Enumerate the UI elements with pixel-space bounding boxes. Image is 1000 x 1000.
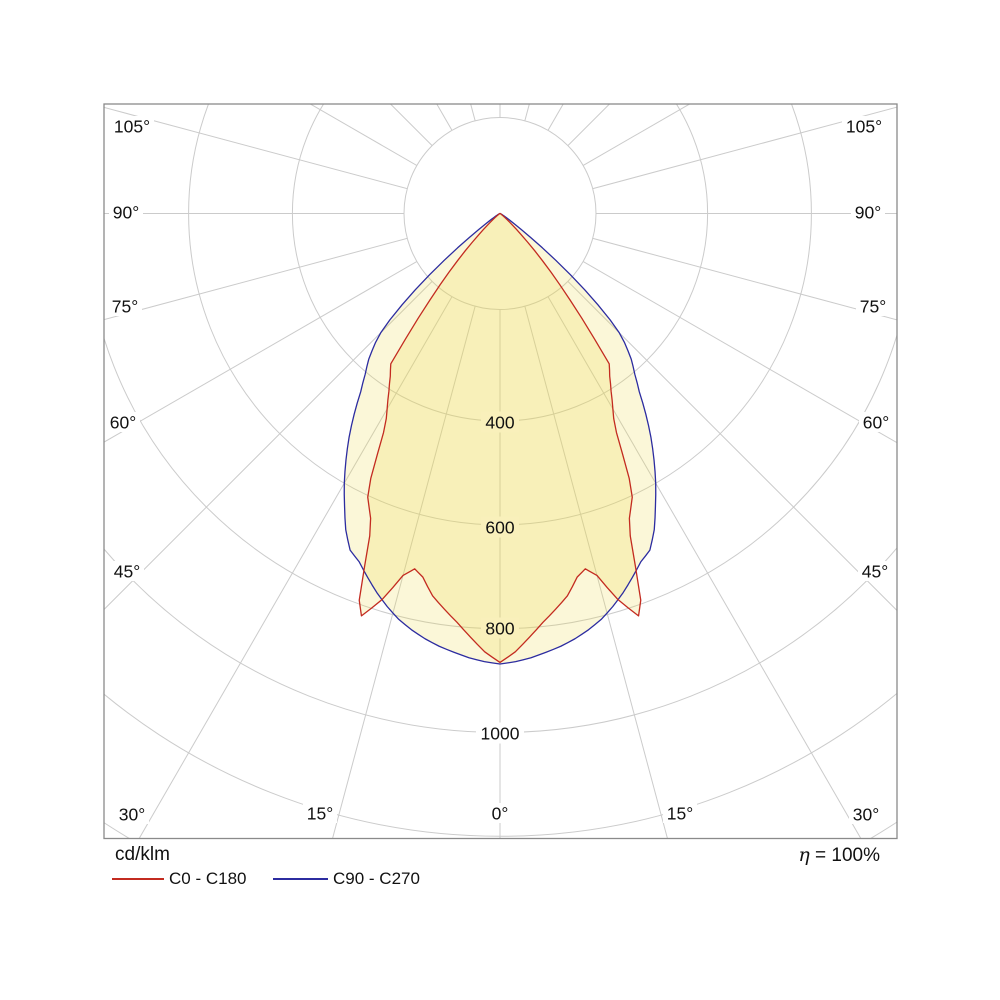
unit-label: cd/klm — [115, 844, 170, 865]
grid-ray — [104, 213, 501, 321]
angle-label-105°: 105° — [846, 116, 882, 136]
radial-label-600: 600 — [485, 517, 514, 537]
angle-label-0°: 0° — [492, 803, 509, 823]
c90-curve — [343, 212, 657, 665]
angle-label-90°: 90° — [855, 202, 881, 222]
angle-label-bg — [856, 296, 890, 316]
grid-ray — [499, 213, 897, 321]
angle-label-bg — [110, 116, 154, 136]
angle-label-bg — [106, 412, 140, 432]
radial-label-bg — [481, 516, 519, 538]
c0-fill — [359, 213, 641, 663]
grid-ray — [104, 213, 501, 443]
grid-ring-1200 — [104, 692, 897, 837]
angle-label-75°: 75° — [112, 296, 138, 316]
angle-label-bg — [849, 804, 883, 824]
angle-label-bg — [663, 803, 697, 823]
efficiency-value: = 100% — [809, 845, 880, 866]
angle-label-45°: 45° — [862, 561, 888, 581]
grid-ray — [309, 104, 501, 214]
grid-ray — [499, 104, 691, 214]
angle-label-bg — [858, 561, 892, 581]
radial-label-bg — [481, 617, 519, 639]
grid-ray — [499, 213, 897, 444]
radial-label-400: 400 — [485, 412, 514, 432]
angle-label-bg — [303, 803, 337, 823]
angle-label-bg — [488, 803, 512, 823]
grid-ray — [104, 106, 501, 214]
legend-line-c90 — [273, 878, 328, 880]
radial-label-bg — [481, 411, 519, 433]
angle-label-90°: 90° — [113, 202, 139, 222]
radial-label-bg — [476, 722, 524, 744]
angle-label-75°: 75° — [860, 296, 886, 316]
angle-label-bg — [115, 804, 149, 824]
grid-ray — [332, 213, 501, 839]
legend-label-c0: C0 - C180 — [169, 869, 247, 888]
grid-ray — [499, 213, 862, 839]
c90-fill — [344, 213, 656, 664]
efficiency-label: η = 100% — [0, 844, 880, 867]
angle-label-bg — [859, 412, 893, 432]
angle-label-bg — [110, 561, 144, 581]
angle-label-60°: 60° — [110, 412, 136, 432]
grid-ray — [499, 213, 668, 839]
angle-label-15°: 15° — [667, 803, 693, 823]
plot-frame — [103, 103, 898, 840]
angle-label-60°: 60° — [863, 412, 889, 432]
grid-ray — [104, 213, 501, 611]
angle-label-45°: 45° — [114, 561, 140, 581]
angle-label-bg — [842, 116, 886, 136]
c0-curve — [358, 212, 642, 664]
grid-ray — [138, 213, 501, 839]
radial-label-1000: 1000 — [481, 723, 520, 743]
angle-label-30°: 30° — [853, 804, 879, 824]
grid-ray — [499, 213, 897, 612]
angle-label-bg — [109, 202, 143, 222]
angle-label-bg — [108, 296, 142, 316]
angle-label-105°: 105° — [114, 116, 150, 136]
legend-line-c0 — [112, 878, 164, 880]
eta-symbol: η — [798, 844, 810, 866]
angle-label-15°: 15° — [307, 803, 333, 823]
angle-label-30°: 30° — [119, 804, 145, 824]
legend-label-c90: C90 - C270 — [333, 869, 420, 888]
angle-label-bg — [851, 202, 885, 222]
grid-ray — [499, 106, 897, 214]
radial-label-800: 800 — [485, 618, 514, 638]
